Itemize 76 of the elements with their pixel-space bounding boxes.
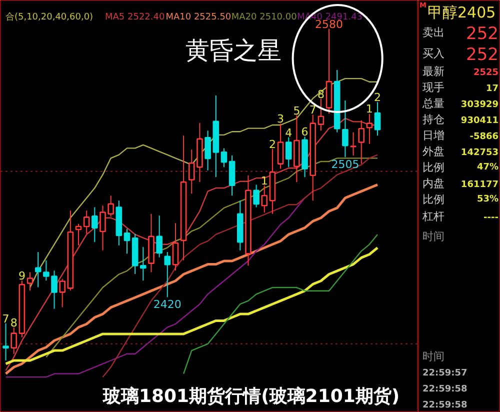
annotation: 9	[18, 270, 26, 283]
text: 142753	[460, 148, 499, 158]
annotation: 1	[366, 102, 373, 116]
text: 252	[466, 24, 499, 44]
candlestick	[75, 223, 82, 246]
text: 303929	[460, 100, 499, 110]
text: 930411	[460, 116, 499, 126]
text: 杠杆	[422, 210, 444, 223]
text: MA10 2525.50	[166, 12, 232, 22]
text: 日增	[422, 129, 444, 142]
candlestick	[2, 322, 9, 361]
text: 比例	[422, 161, 444, 174]
annotation: 4	[285, 126, 292, 140]
candlestick	[172, 222, 179, 272]
text: MA20 2510.00	[231, 12, 298, 22]
annotation: 1	[260, 174, 268, 188]
candlestick	[285, 136, 292, 168]
candlestick	[34, 252, 42, 288]
annotation: 8	[10, 316, 18, 330]
text: 最新	[422, 65, 444, 78]
text: 比例	[422, 193, 444, 206]
candlestick	[164, 252, 171, 298]
candlestick	[83, 210, 90, 234]
candlestick	[277, 123, 284, 170]
candlestick	[261, 184, 268, 214]
annotation: 7	[2, 312, 10, 326]
text: 2525	[473, 68, 499, 78]
text: 22:59:57	[422, 368, 468, 378]
text: ----	[484, 213, 499, 223]
candlestick	[358, 120, 365, 164]
annotation: 7	[309, 104, 316, 117]
annotation: 2420	[153, 298, 182, 312]
candlestick	[26, 272, 34, 292]
candlestick	[10, 326, 18, 354]
candlestick	[140, 246, 146, 282]
text: 总量	[422, 97, 444, 110]
candlestick	[342, 100, 348, 158]
annotation: 2	[374, 91, 382, 104]
text: 买入	[422, 47, 444, 60]
text: 53%	[476, 194, 499, 204]
candlestick	[318, 98, 324, 132]
candlestick	[59, 278, 66, 308]
text: 17	[486, 84, 499, 94]
annotation: 5	[293, 104, 300, 118]
text: 内盘	[422, 177, 444, 190]
text: 持仓	[422, 113, 444, 126]
text: 时间	[422, 350, 444, 363]
candlestick	[374, 102, 381, 136]
candlestick	[92, 206, 98, 243]
chart-subtitle: 黄昏之星	[185, 36, 282, 64]
candlestick	[350, 132, 356, 156]
legend-title: 合(5,10,20,40,60,0)	[5, 12, 94, 22]
text: 玻璃1801期货行情(玻璃2101期货)	[102, 386, 400, 407]
text: 161177	[460, 180, 499, 190]
annotation: 3	[277, 112, 284, 126]
text: -5866	[470, 132, 499, 142]
text: 252	[466, 45, 499, 65]
text: 47%	[476, 162, 499, 172]
candlestick	[366, 113, 373, 144]
annotation: 6	[301, 126, 308, 139]
candlestick	[228, 155, 236, 196]
text: 22:59:58	[422, 384, 468, 394]
annotation: 2505	[331, 158, 360, 172]
candlestick	[124, 228, 130, 254]
text: 22:59:58	[422, 400, 468, 410]
text: 卖出	[422, 26, 444, 39]
candlestick	[156, 215, 162, 258]
text: 时间	[422, 230, 444, 243]
text: 甲醇2405	[428, 4, 496, 22]
annotation: 8	[317, 88, 324, 101]
text: 现手	[422, 81, 444, 94]
candlestick	[253, 184, 260, 208]
candlestick	[220, 148, 228, 168]
annotation: 2	[268, 138, 276, 151]
text: MA5 2522.40	[105, 12, 165, 22]
text: 外盘	[422, 145, 444, 158]
